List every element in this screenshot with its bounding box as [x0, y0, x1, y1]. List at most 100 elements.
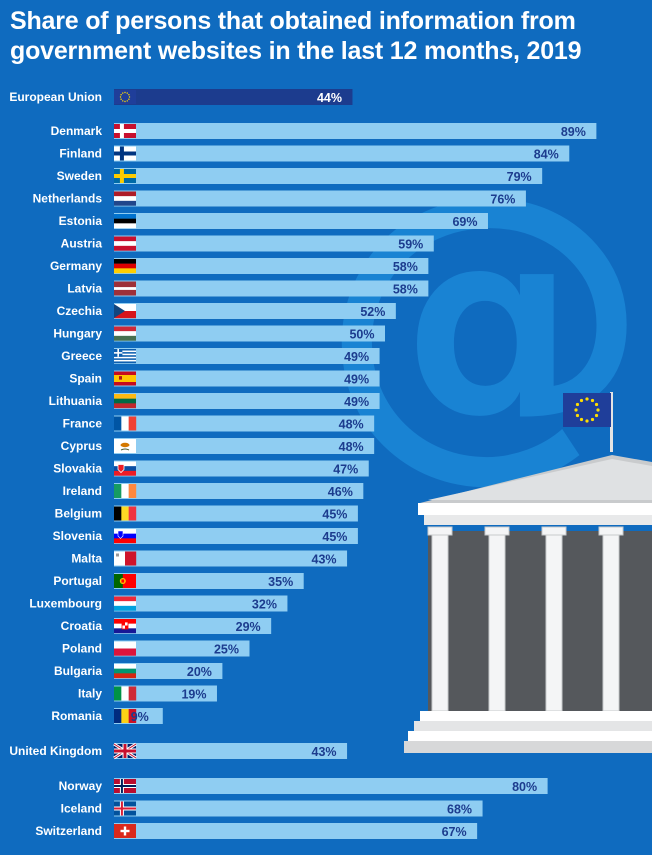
chart-title: Share of persons that obtained informati… [10, 7, 582, 65]
bar-cz [114, 303, 396, 319]
bar-row-pl: Poland 25% [62, 640, 250, 657]
flag-be-icon [114, 506, 137, 521]
flag-dk-icon [114, 124, 136, 138]
country-label: Spain [69, 372, 102, 386]
flag-fr-icon [114, 416, 137, 431]
bar-row-it: Italy 19% [78, 685, 217, 702]
value-label: 76% [490, 193, 515, 207]
country-label: Belgium [55, 507, 102, 521]
flag-lt-icon [114, 394, 136, 409]
flag-ee-icon [114, 214, 136, 229]
bar-lt [114, 393, 380, 409]
bar-row-mt: Malta 43% [71, 550, 348, 567]
bar-sk [114, 460, 369, 477]
value-label: 58% [393, 283, 418, 297]
bar-row-ro: Romania 9% [51, 708, 163, 724]
bar-ch [114, 823, 478, 839]
bar-row-gr: Greece 49% [61, 348, 380, 364]
bar-pl [114, 640, 250, 657]
country-label: United Kingdom [9, 744, 102, 758]
value-label: 19% [181, 688, 206, 702]
bar-row-dk: Denmark 89% [51, 123, 597, 139]
bar-row-fi: Finland 84% [59, 145, 570, 162]
bar-gb [114, 743, 348, 759]
bar-row-gb: United Kingdom 43% [9, 742, 348, 760]
flag-ch-icon [114, 824, 136, 838]
bar-dk [114, 123, 597, 139]
country-label: Estonia [59, 214, 103, 228]
flag-no-icon [114, 779, 136, 793]
bar-row-lt: Lithuania 49% [49, 393, 380, 409]
country-label: Portugal [53, 574, 102, 588]
value-label: 29% [236, 620, 261, 634]
flag-de-icon [114, 259, 136, 274]
value-label: 52% [360, 305, 385, 319]
bar-row-bg: Bulgaria 20% [54, 663, 223, 679]
bar-eu [114, 89, 353, 105]
bar-nl [114, 190, 526, 207]
bar-row-pt: Portugal 35% [53, 573, 304, 589]
country-label: Luxembourg [29, 597, 102, 611]
country-label: Norway [59, 779, 103, 793]
flag-at-icon [114, 236, 136, 251]
flag-si-icon [114, 529, 136, 544]
country-label: Denmark [51, 124, 103, 138]
bar-row-be: Belgium 45% [55, 505, 358, 522]
bar-be [114, 505, 358, 522]
bar-ie [114, 483, 364, 499]
value-label: 47% [333, 463, 358, 477]
flag-ro-icon [114, 709, 137, 723]
value-label: 84% [534, 148, 559, 162]
bar-row-ie: Ireland 46% [63, 483, 364, 499]
value-label: 43% [312, 553, 337, 567]
bar-row-eu: European Union 44% [9, 89, 353, 105]
bar-row-fr: France 48% [63, 415, 375, 432]
bar-se [114, 168, 543, 184]
bar-gr [114, 348, 380, 364]
flag-it-icon [114, 686, 137, 701]
bar-row-lu: Luxembourg 32% [29, 595, 288, 612]
bar-si [114, 528, 358, 544]
value-label: 43% [312, 745, 337, 759]
bar-row-se: Sweden 79% [57, 168, 543, 184]
eu-flag-icon [563, 393, 611, 427]
value-label: 45% [322, 508, 347, 522]
bar-hu [114, 325, 385, 342]
country-label: Ireland [63, 484, 102, 498]
country-label: Switzerland [35, 824, 102, 838]
bar-hr [114, 618, 272, 634]
country-label: Greece [61, 349, 102, 363]
bar-row-cy: Cyprus 48% [61, 438, 375, 454]
bar-row-es: Spain 49% [69, 370, 380, 387]
country-label: Hungary [53, 327, 102, 341]
bar-ee [114, 213, 488, 229]
flag-nl-icon [114, 191, 136, 206]
country-label: Slovenia [53, 529, 103, 543]
value-label: 58% [393, 260, 418, 274]
flag-lv-icon [114, 281, 136, 296]
country-label: Czechia [57, 304, 103, 318]
flag-ie-icon [114, 484, 137, 498]
flag-fi-icon [114, 146, 136, 161]
country-label: Bulgaria [54, 664, 102, 678]
value-label: 48% [339, 440, 364, 454]
bar-row-sk: Slovakia 47% [53, 460, 369, 477]
bar-row-at: Austria 59% [61, 235, 434, 252]
country-label: Malta [71, 552, 102, 566]
government-building-icon [404, 392, 652, 753]
country-label: Netherlands [33, 192, 103, 206]
value-label: 89% [561, 125, 586, 139]
value-label: 32% [252, 598, 277, 612]
value-label: 59% [398, 238, 423, 252]
bar-row-si: Slovenia 45% [53, 528, 358, 544]
bar-row-hu: Hungary 50% [53, 325, 385, 342]
value-label: 45% [322, 530, 347, 544]
value-label: 69% [452, 215, 477, 229]
bar-fi [114, 145, 570, 162]
country-label: Poland [62, 642, 102, 656]
bar-row-nl: Netherlands 76% [33, 190, 526, 207]
country-label: European Union [9, 90, 102, 104]
bar-row-cz: Czechia 52% [57, 303, 396, 319]
country-label: Romania [51, 709, 102, 723]
bar-at [114, 235, 434, 252]
